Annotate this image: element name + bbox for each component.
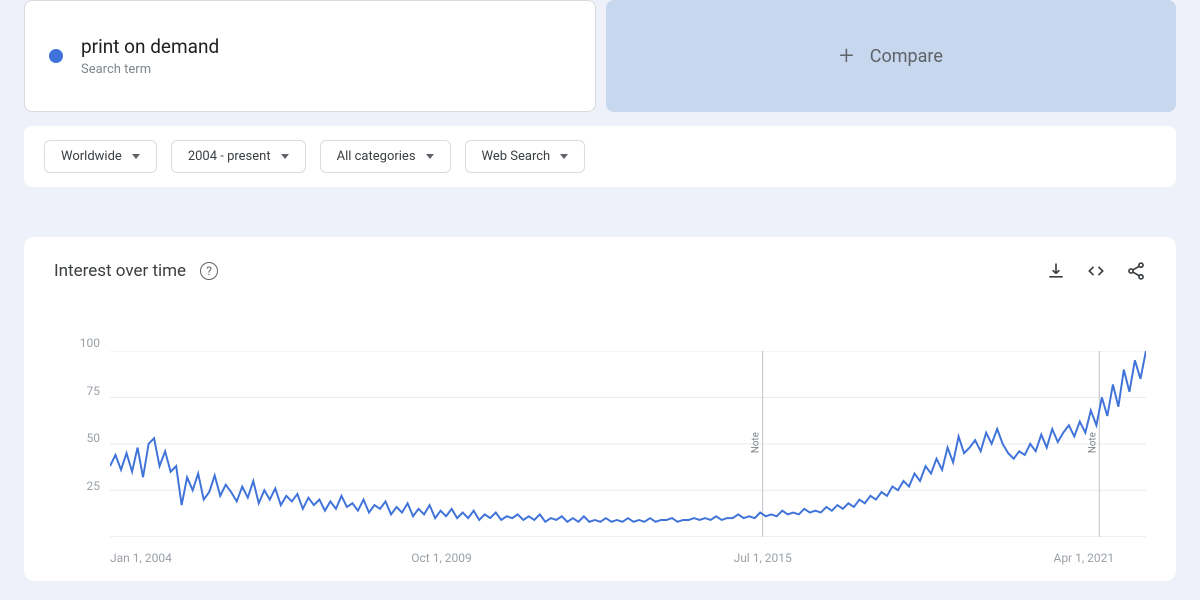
x-tick-label: Jan 1, 2004 xyxy=(110,551,172,565)
source-filter[interactable]: Web Search xyxy=(465,140,586,173)
embed-icon[interactable] xyxy=(1086,261,1106,281)
chevron-down-icon xyxy=(560,154,568,159)
category-filter[interactable]: All categories xyxy=(320,140,451,173)
time-filter[interactable]: 2004 - present xyxy=(171,140,306,173)
svg-text:Note: Note xyxy=(751,432,762,453)
plus-icon: + xyxy=(839,41,854,71)
source-filter-label: Web Search xyxy=(482,149,551,164)
svg-text:Note: Note xyxy=(1087,432,1098,453)
y-tick-label: 75 xyxy=(87,384,101,398)
series-color-dot xyxy=(49,49,63,63)
x-tick-label: Apr 1, 2021 xyxy=(1053,551,1114,565)
y-tick-label: 50 xyxy=(87,431,101,445)
chevron-down-icon xyxy=(132,154,140,159)
interest-over-time-card: Interest over time ? 255075100 NoteNote … xyxy=(24,237,1176,581)
filter-bar: Worldwide 2004 - present All categories … xyxy=(24,126,1176,187)
x-tick-label: Jul 1, 2015 xyxy=(734,551,792,565)
chevron-down-icon xyxy=(426,154,434,159)
x-tick-label: Oct 1, 2009 xyxy=(411,551,472,565)
geo-filter[interactable]: Worldwide xyxy=(44,140,157,173)
compare-label: Compare xyxy=(870,46,943,67)
chevron-down-icon xyxy=(281,154,289,159)
chart-title: Interest over time xyxy=(54,261,186,281)
time-filter-label: 2004 - present xyxy=(188,149,271,164)
compare-button[interactable]: + Compare xyxy=(606,0,1176,112)
y-tick-label: 25 xyxy=(87,479,101,493)
search-term-pill[interactable]: print on demand Search term xyxy=(24,0,596,112)
category-filter-label: All categories xyxy=(337,149,416,164)
geo-filter-label: Worldwide xyxy=(61,149,122,164)
chart-plot: 255075100 NoteNote Jan 1, 2004Oct 1, 200… xyxy=(54,351,1146,571)
y-tick-label: 100 xyxy=(80,336,100,350)
search-term-subtitle: Search term xyxy=(81,62,219,77)
search-term-text: print on demand xyxy=(81,35,219,58)
help-icon[interactable]: ? xyxy=(200,262,218,280)
download-icon[interactable] xyxy=(1046,261,1066,281)
share-icon[interactable] xyxy=(1126,261,1146,281)
